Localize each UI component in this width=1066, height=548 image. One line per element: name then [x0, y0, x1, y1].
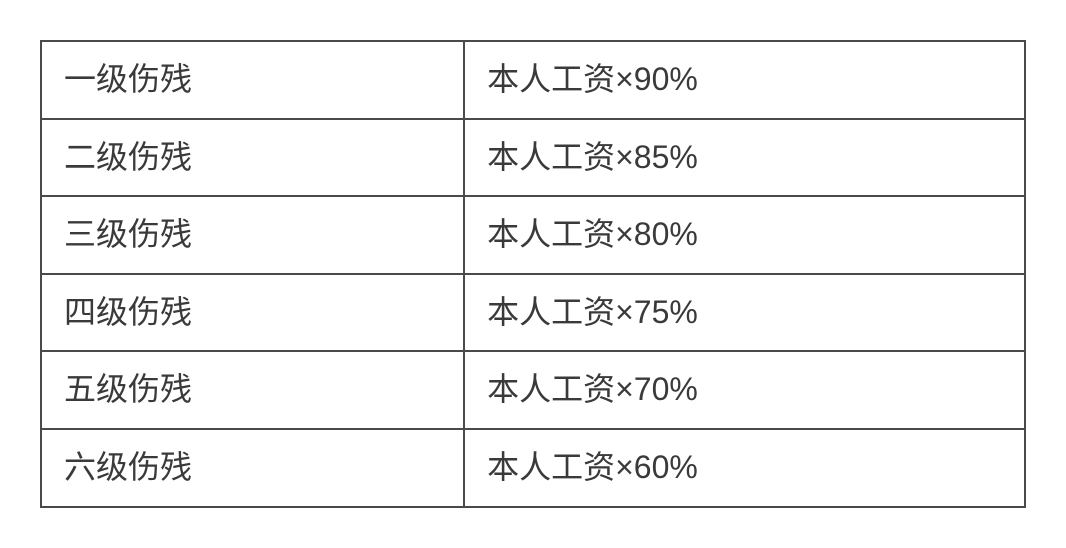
compensation-table-container: 一级伤残 本人工资×90% 二级伤残 本人工资×85% 三级伤残 本人工资×80…: [40, 40, 1026, 508]
cell-level: 四级伤残: [41, 274, 464, 352]
cell-formula: 本人工资×70%: [464, 351, 1025, 429]
cell-level: 六级伤残: [41, 429, 464, 507]
cell-formula: 本人工资×60%: [464, 429, 1025, 507]
table-row: 四级伤残 本人工资×75%: [41, 274, 1025, 352]
table-row: 五级伤残 本人工资×70%: [41, 351, 1025, 429]
table-row: 三级伤残 本人工资×80%: [41, 196, 1025, 274]
cell-formula: 本人工资×90%: [464, 41, 1025, 119]
table-row: 二级伤残 本人工资×85%: [41, 119, 1025, 197]
cell-level: 一级伤残: [41, 41, 464, 119]
cell-formula: 本人工资×80%: [464, 196, 1025, 274]
cell-level: 五级伤残: [41, 351, 464, 429]
cell-formula: 本人工资×75%: [464, 274, 1025, 352]
compensation-table: 一级伤残 本人工资×90% 二级伤残 本人工资×85% 三级伤残 本人工资×80…: [40, 40, 1026, 508]
cell-level: 三级伤残: [41, 196, 464, 274]
table-row: 一级伤残 本人工资×90%: [41, 41, 1025, 119]
cell-formula: 本人工资×85%: [464, 119, 1025, 197]
cell-level: 二级伤残: [41, 119, 464, 197]
table-body: 一级伤残 本人工资×90% 二级伤残 本人工资×85% 三级伤残 本人工资×80…: [41, 41, 1025, 507]
table-row: 六级伤残 本人工资×60%: [41, 429, 1025, 507]
